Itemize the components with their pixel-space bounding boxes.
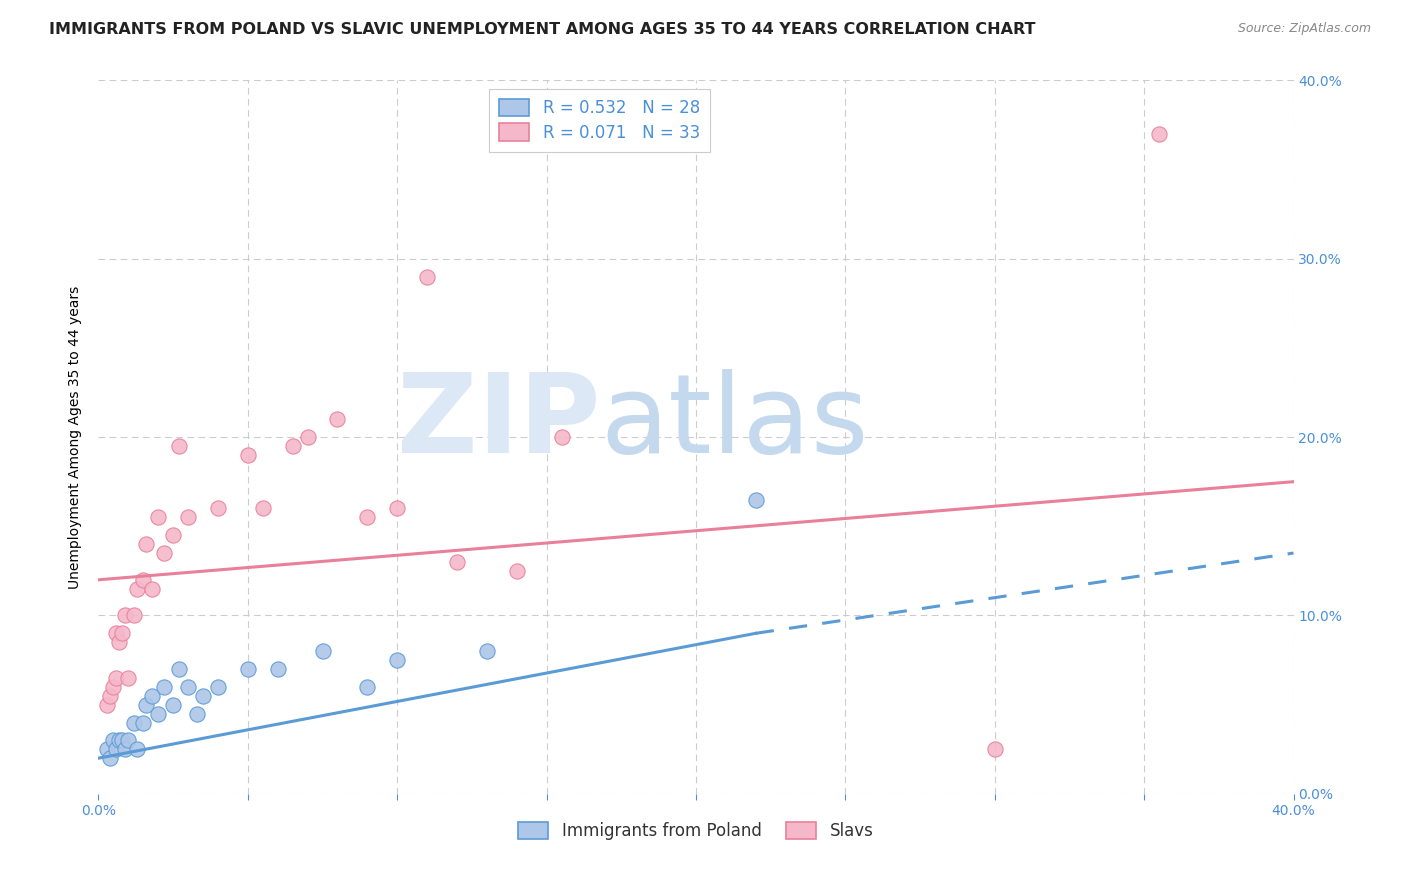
Point [446, 555, 468, 569]
Point [356, 510, 378, 524]
Point [550, 430, 572, 444]
Point [132, 715, 155, 730]
Point [148, 706, 170, 721]
Point [98, 689, 122, 703]
Point [96, 742, 118, 756]
Point [111, 626, 134, 640]
Point [167, 662, 190, 676]
Point [177, 680, 200, 694]
Point [252, 501, 274, 516]
Point [207, 501, 229, 516]
Point [475, 644, 498, 658]
Point [236, 448, 259, 462]
Text: IMMIGRANTS FROM POLAND VS SLAVIC UNEMPLOYMENT AMONG AGES 35 TO 44 YEARS CORRELAT: IMMIGRANTS FROM POLAND VS SLAVIC UNEMPLO… [49, 22, 1036, 37]
Point [114, 742, 136, 756]
Point [127, 742, 149, 756]
Point [117, 733, 139, 747]
Point [326, 412, 349, 426]
Point [124, 608, 146, 623]
Point [127, 582, 149, 596]
Point [103, 680, 125, 694]
Legend: Immigrants from Poland, Slavs: Immigrants from Poland, Slavs [508, 812, 884, 850]
Point [105, 626, 128, 640]
Point [96, 698, 118, 712]
Point [105, 671, 128, 685]
Point [108, 635, 131, 649]
Y-axis label: Unemployment Among Ages 35 to 44 years: Unemployment Among Ages 35 to 44 years [69, 285, 83, 589]
Point [105, 742, 128, 756]
Point [281, 439, 304, 453]
Point [153, 680, 176, 694]
Point [167, 439, 190, 453]
Point [162, 528, 184, 542]
Point [416, 269, 439, 284]
Point [191, 689, 214, 703]
Point [745, 492, 768, 507]
Point [311, 644, 333, 658]
Point [385, 653, 409, 667]
Point [186, 706, 208, 721]
Point [177, 510, 200, 524]
Point [117, 671, 139, 685]
Point [236, 662, 259, 676]
Point [103, 733, 125, 747]
Point [984, 742, 1007, 756]
Point [207, 680, 229, 694]
Point [135, 698, 157, 712]
Point [111, 733, 134, 747]
Point [135, 537, 157, 551]
Point [132, 573, 155, 587]
Point [267, 662, 290, 676]
Point [124, 715, 146, 730]
Text: atlas: atlas [600, 369, 869, 476]
Point [148, 510, 170, 524]
Point [506, 564, 529, 578]
Point [356, 680, 378, 694]
Point [141, 689, 163, 703]
Point [297, 430, 319, 444]
Text: ZIP: ZIP [396, 369, 600, 476]
Point [98, 751, 122, 765]
Point [153, 546, 176, 560]
Point [1147, 127, 1170, 141]
Point [108, 733, 131, 747]
Point [162, 698, 184, 712]
Text: Source: ZipAtlas.com: Source: ZipAtlas.com [1237, 22, 1371, 36]
Point [385, 501, 409, 516]
Point [141, 582, 163, 596]
Point [114, 608, 136, 623]
